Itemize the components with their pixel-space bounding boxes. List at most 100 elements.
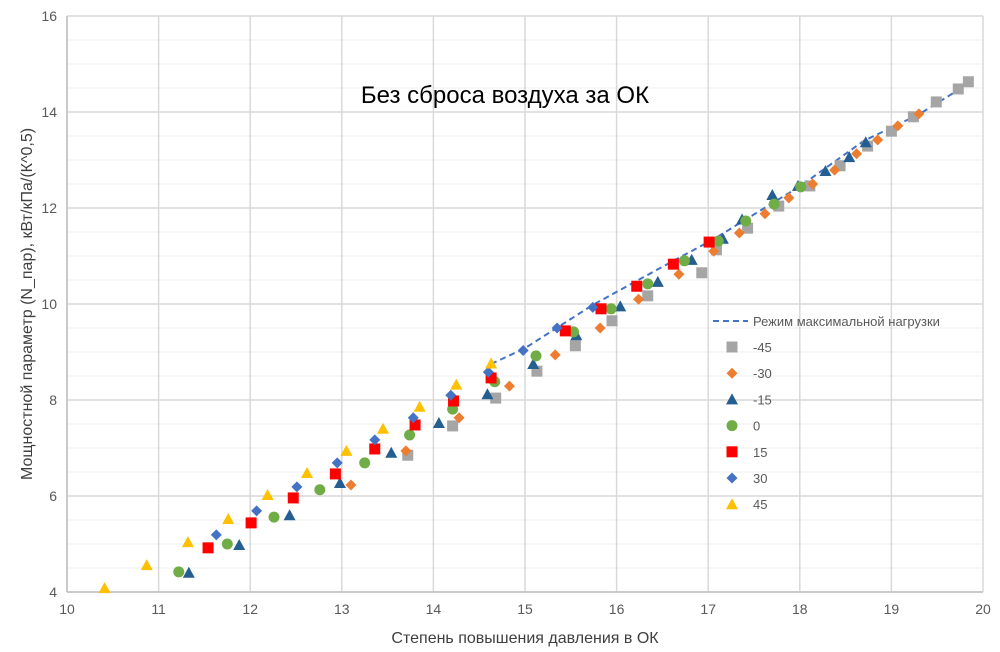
data-point: [268, 511, 280, 523]
data-point: [402, 449, 414, 461]
data-point: [283, 509, 296, 521]
series-30: [210, 301, 599, 541]
data-point: [404, 429, 416, 441]
data-point: [742, 222, 754, 234]
legend-label: 0: [753, 419, 760, 434]
data-point: [369, 434, 381, 446]
data-point: [409, 419, 421, 431]
y-tick-label: 6: [49, 488, 57, 504]
data-point: [783, 192, 795, 204]
legend-label: 45: [753, 497, 767, 512]
data-point: [703, 236, 715, 248]
legend-label: -15: [753, 392, 772, 407]
legend-marker: [726, 472, 738, 484]
y-tick-label: 12: [41, 200, 57, 216]
legend-label: -45: [753, 340, 772, 355]
data-point: [549, 349, 561, 361]
data-point: [594, 322, 606, 334]
data-point: [678, 255, 690, 267]
tick-labels: 10 11 12 13 14 15 16 17 18 19 20 4 6 8 10 12 14 16: [41, 8, 991, 617]
data-point: [453, 412, 465, 424]
data-point: [569, 340, 581, 352]
data-point: [385, 446, 398, 458]
y-axis-label: Мощностной параметр (N_пар), кВт/кПа/(К^…: [19, 128, 36, 480]
legend-marker: [726, 420, 738, 432]
legend-marker: [726, 341, 738, 353]
data-point: [300, 466, 313, 478]
y-tick-label: 8: [49, 392, 57, 408]
data-point: [314, 484, 326, 496]
data-point: [851, 148, 863, 160]
series--30: [345, 108, 925, 491]
data-point: [740, 215, 752, 227]
data-point: [633, 293, 645, 305]
data-point: [503, 380, 515, 392]
x-tick-label: 17: [700, 601, 716, 617]
data-point: [413, 400, 426, 412]
legend-label: 15: [753, 445, 767, 460]
data-point: [490, 392, 502, 404]
data-point: [291, 481, 303, 493]
legend: Режим максимальной нагрузки -45 -30 -15 0 15 3…: [713, 314, 940, 512]
data-point: [696, 267, 708, 279]
x-tick-label: 15: [517, 601, 533, 617]
series-15: [202, 236, 715, 554]
y-tick-label: 4: [49, 584, 57, 600]
data-point: [447, 420, 459, 432]
data-point: [587, 301, 599, 313]
data-point: [331, 457, 343, 469]
data-point: [559, 325, 571, 337]
data-point: [345, 479, 357, 491]
x-tick-label: 18: [792, 601, 808, 617]
data-point: [481, 388, 494, 400]
data-point: [642, 290, 654, 302]
data-point: [712, 235, 724, 247]
data-point: [329, 468, 341, 480]
data-point: [829, 164, 841, 176]
x-tick-label: 19: [884, 601, 900, 617]
y-tick-label: 16: [41, 8, 57, 24]
data-point: [651, 275, 664, 287]
legend-label: Режим максимальной нагрузки: [753, 314, 940, 329]
x-tick-label: 11: [151, 601, 166, 617]
x-tick-label: 12: [242, 601, 258, 617]
data-point: [233, 538, 246, 550]
legend-marker: [726, 393, 738, 405]
y-tick-label: 10: [41, 296, 57, 312]
data-point: [795, 181, 807, 193]
legend-marker: [726, 498, 738, 510]
data-point: [859, 136, 872, 148]
series--45: [402, 76, 974, 461]
data-point: [377, 422, 390, 434]
x-axis-label: Степень повышения давления в ОК: [391, 630, 659, 647]
data-point: [907, 111, 919, 123]
data-point: [407, 412, 419, 424]
x-tick-label: 16: [609, 601, 625, 617]
x-tick-label: 14: [426, 601, 442, 617]
x-tick-label: 20: [975, 601, 991, 617]
data-point: [892, 120, 904, 132]
data-point: [551, 322, 563, 334]
data-point: [450, 378, 463, 390]
data-point: [708, 245, 720, 257]
data-point: [432, 417, 445, 429]
data-point: [333, 477, 346, 489]
data-point: [807, 178, 819, 190]
x-tick-label: 10: [59, 601, 75, 617]
data-point: [222, 513, 235, 525]
data-point: [872, 134, 884, 146]
data-point: [834, 160, 846, 172]
data-point: [400, 445, 412, 457]
legend-marker: [726, 367, 738, 379]
data-point: [202, 542, 214, 554]
gridlines: [66, 15, 984, 593]
data-point: [768, 198, 780, 210]
series-45: [98, 357, 498, 594]
data-point: [482, 366, 494, 378]
series--15: [182, 136, 872, 578]
data-point: [445, 389, 457, 401]
data-point: [667, 258, 679, 270]
data-point: [759, 208, 771, 220]
data-point: [182, 566, 195, 578]
